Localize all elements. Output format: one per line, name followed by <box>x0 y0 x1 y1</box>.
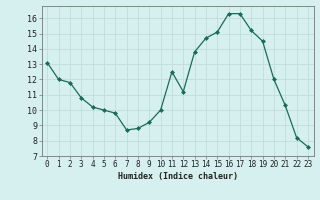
X-axis label: Humidex (Indice chaleur): Humidex (Indice chaleur) <box>118 172 237 181</box>
